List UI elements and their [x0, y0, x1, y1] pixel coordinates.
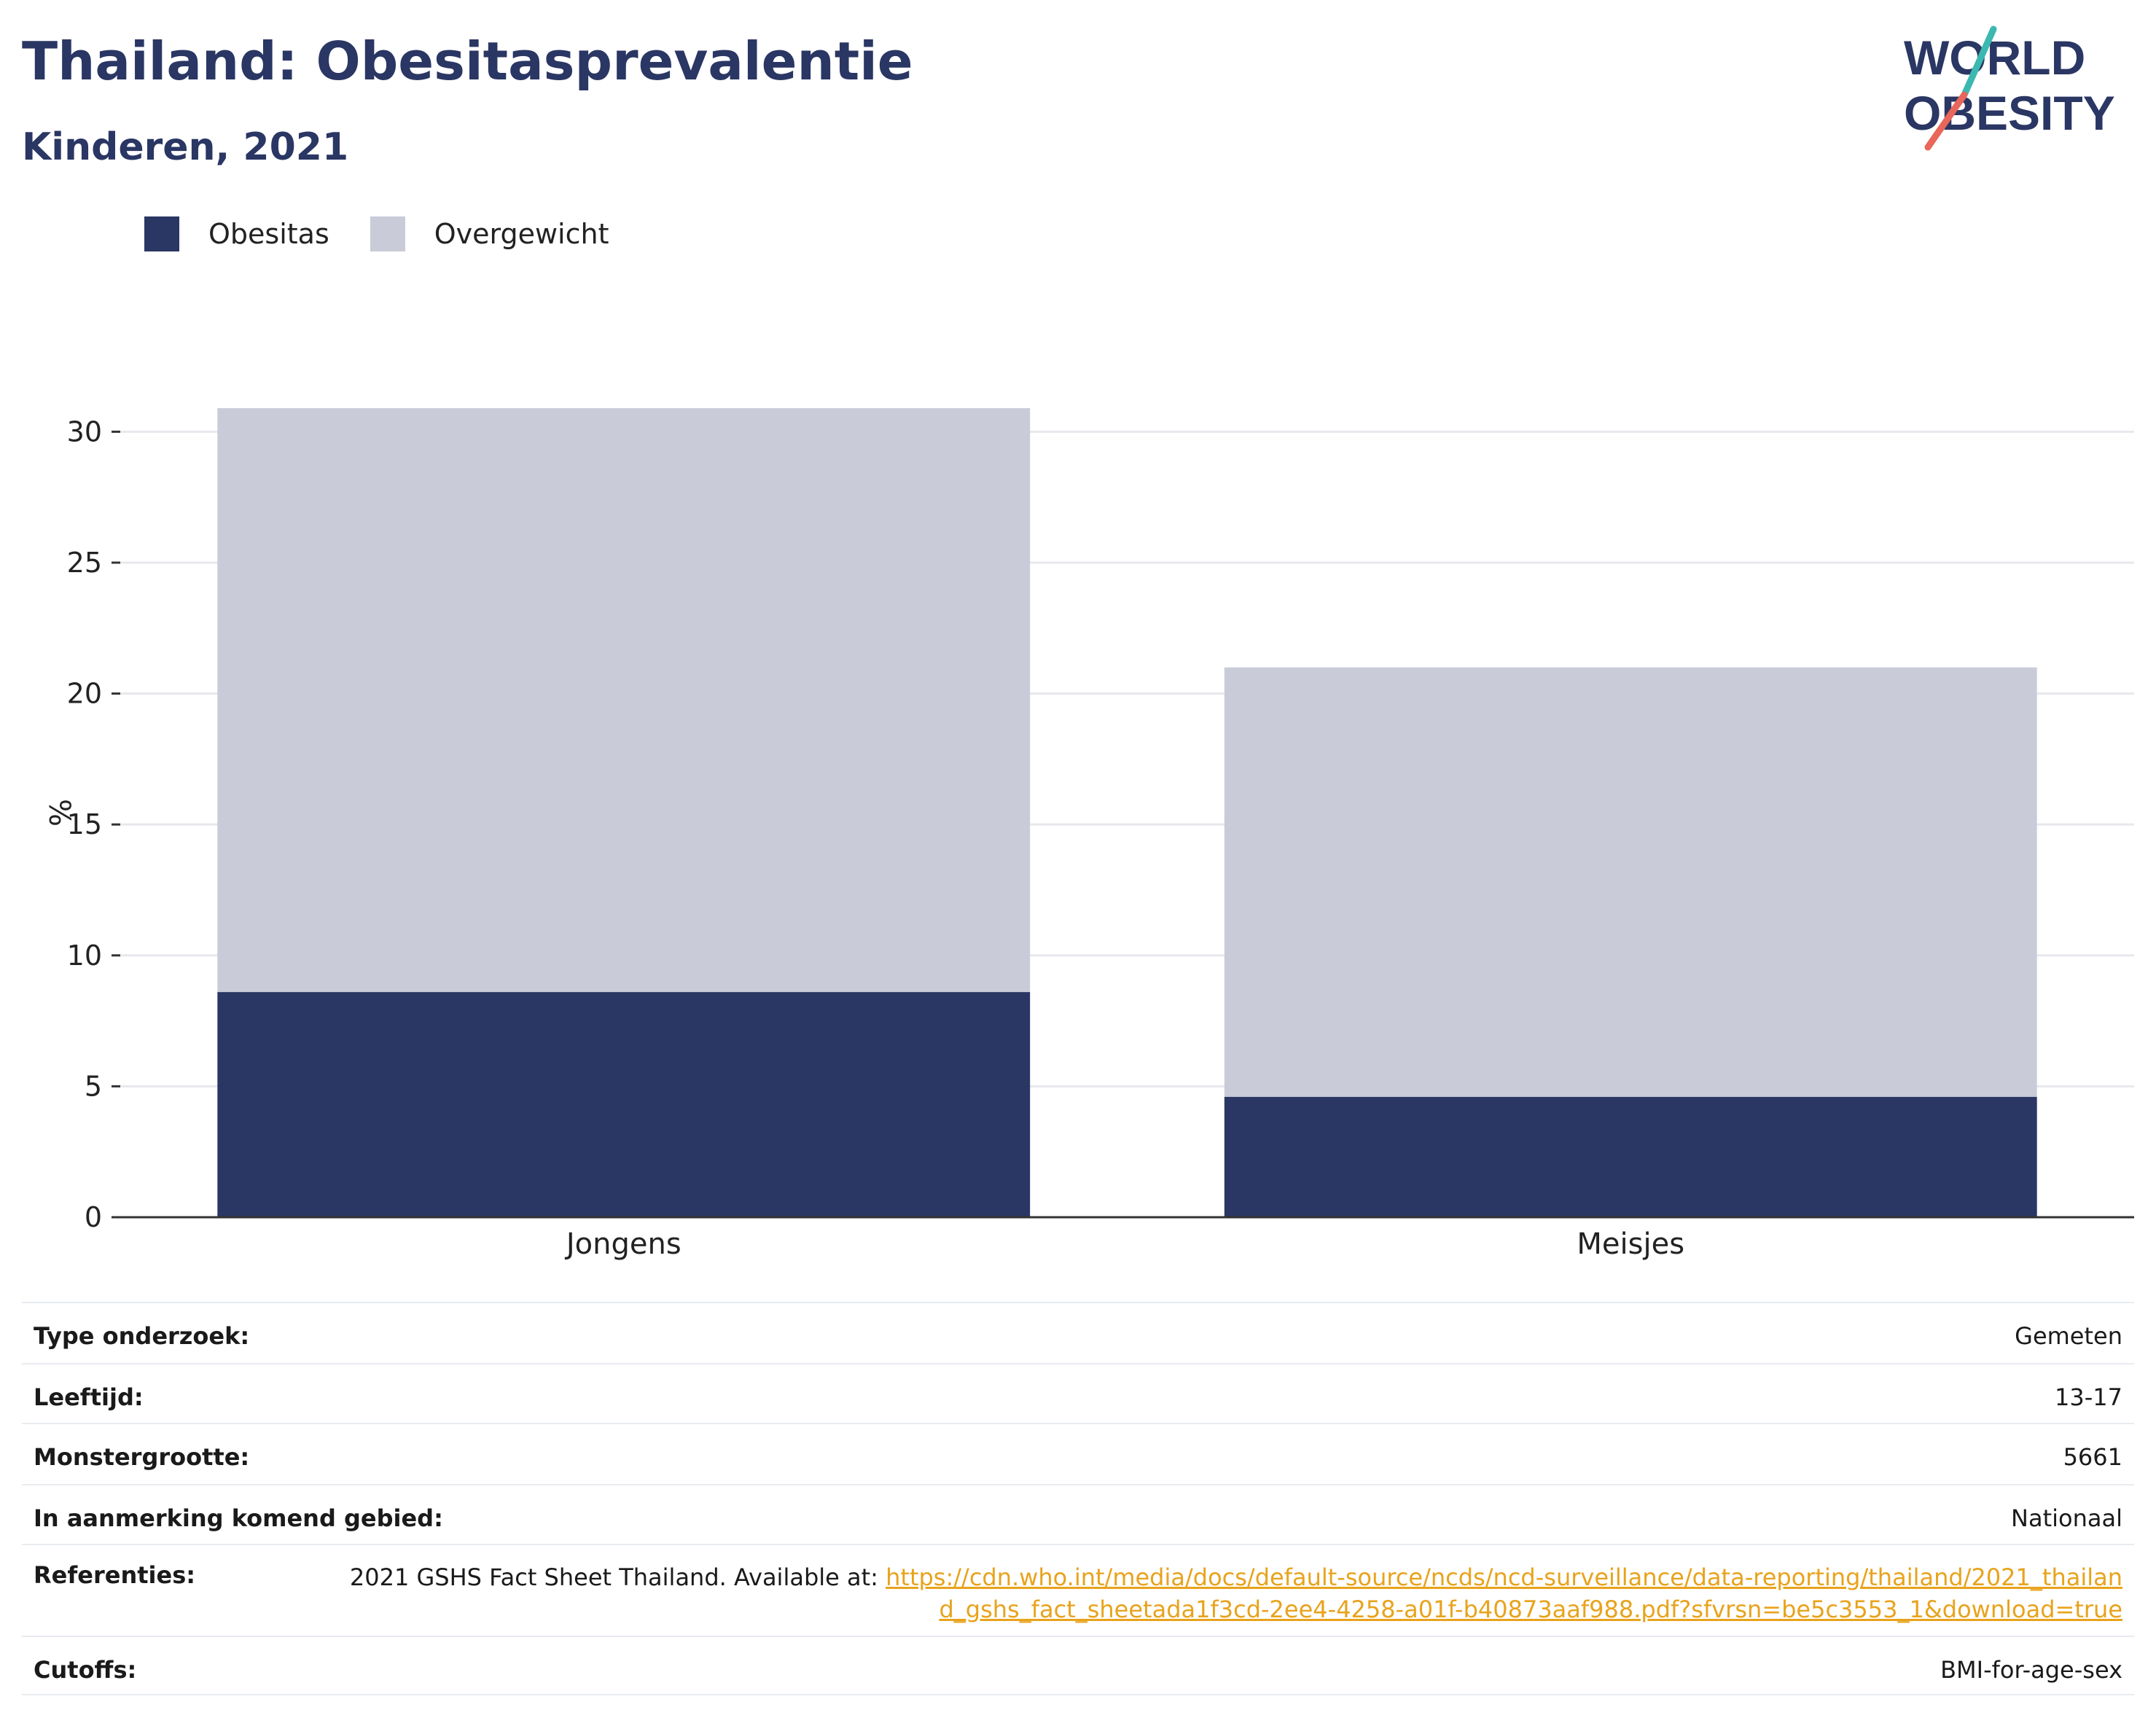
y-tick-label-20: 20 — [67, 678, 102, 710]
x-tick-label-meisjes: Meisjes — [1577, 1227, 1684, 1261]
references-link[interactable]: https://cdn.who.int/media/docs/default-s… — [886, 1563, 2122, 1623]
info-row-type: Type onderzoek: Gemeten — [22, 1302, 2134, 1363]
y-tick-label-15: 15 — [67, 808, 102, 840]
legend-label-overgewicht: Overgewicht — [434, 218, 609, 250]
y-axis-label: % — [42, 799, 76, 827]
info-row-cutoffs: Cutoffs: BMI-for-age-sex — [22, 1636, 2134, 1695]
y-tick-label-10: 10 — [67, 940, 102, 972]
world-obesity-logo: WORLD OBESITY — [1904, 26, 2115, 151]
stacked-bar-chart: 0 5 10 15 20 25 30% Jongens Meisjes — [42, 408, 2134, 1261]
info-value-type: Gemeten — [2015, 1322, 2122, 1350]
chart-subtitle: Kinderen, 2021 — [22, 125, 349, 169]
references-text: 2021 GSHS Fact Sheet Thailand. Available… — [349, 1563, 886, 1591]
legend-item-overgewicht[interactable]: Overgewicht — [370, 216, 609, 251]
chart-title: Thailand: Obesitasprevalentie — [22, 31, 913, 92]
info-label-area: In aanmerking komend gebied: — [34, 1504, 443, 1532]
info-row-references: Referenties: 2021 GSHS Fact Sheet Thaila… — [22, 1544, 2134, 1636]
logo-slash-red — [1924, 91, 1968, 151]
info-value-sample: 5661 — [2063, 1443, 2122, 1471]
info-row-area: In aanmerking komend gebied: Nationaal — [22, 1484, 2134, 1544]
legend-swatch-obesitas — [144, 216, 179, 251]
info-table: Type onderzoek: Gemeten Leeftijd: 13-17 … — [22, 1302, 2134, 1695]
chart-legend: Obesitas Overgewicht — [144, 216, 650, 251]
info-value-references: 2021 GSHS Fact Sheet Thailand. Available… — [344, 1561, 2122, 1625]
y-tick-label-0: 0 — [85, 1201, 102, 1233]
info-label-type: Type onderzoek: — [34, 1322, 250, 1350]
y-tick-label-30: 30 — [67, 415, 102, 448]
info-label-cutoffs: Cutoffs: — [34, 1656, 137, 1684]
bar-meisjes-obesitas[interactable] — [1224, 1096, 2037, 1217]
logo-slash-teal — [1961, 26, 1997, 98]
info-value-cutoffs: BMI-for-age-sex — [1940, 1656, 2122, 1684]
info-label-age: Leeftijd: — [34, 1383, 144, 1411]
bar-jongens-overgewicht[interactable] — [217, 408, 1031, 993]
info-row-sample: Monstergrootte: 5661 — [22, 1423, 2134, 1484]
bar-meisjes-overgewicht[interactable] — [1224, 667, 2037, 1097]
info-row-age: Leeftijd: 13-17 — [22, 1363, 2134, 1423]
y-tick-label-25: 25 — [67, 547, 102, 579]
info-label-references: Referenties: — [34, 1561, 196, 1589]
legend-item-obesitas[interactable]: Obesitas — [144, 216, 329, 251]
info-label-sample: Monstergrootte: — [34, 1443, 250, 1471]
logo-text-world: WORLD — [1904, 31, 2085, 85]
info-value-age: 13-17 — [2055, 1383, 2122, 1411]
legend-label-obesitas: Obesitas — [208, 218, 329, 250]
y-tick-label-5: 5 — [85, 1070, 102, 1102]
info-value-area: Nationaal — [2011, 1504, 2122, 1532]
bar-jongens-obesitas[interactable] — [217, 992, 1031, 1217]
legend-swatch-overgewicht — [370, 216, 405, 251]
x-tick-label-jongens: Jongens — [564, 1227, 681, 1261]
